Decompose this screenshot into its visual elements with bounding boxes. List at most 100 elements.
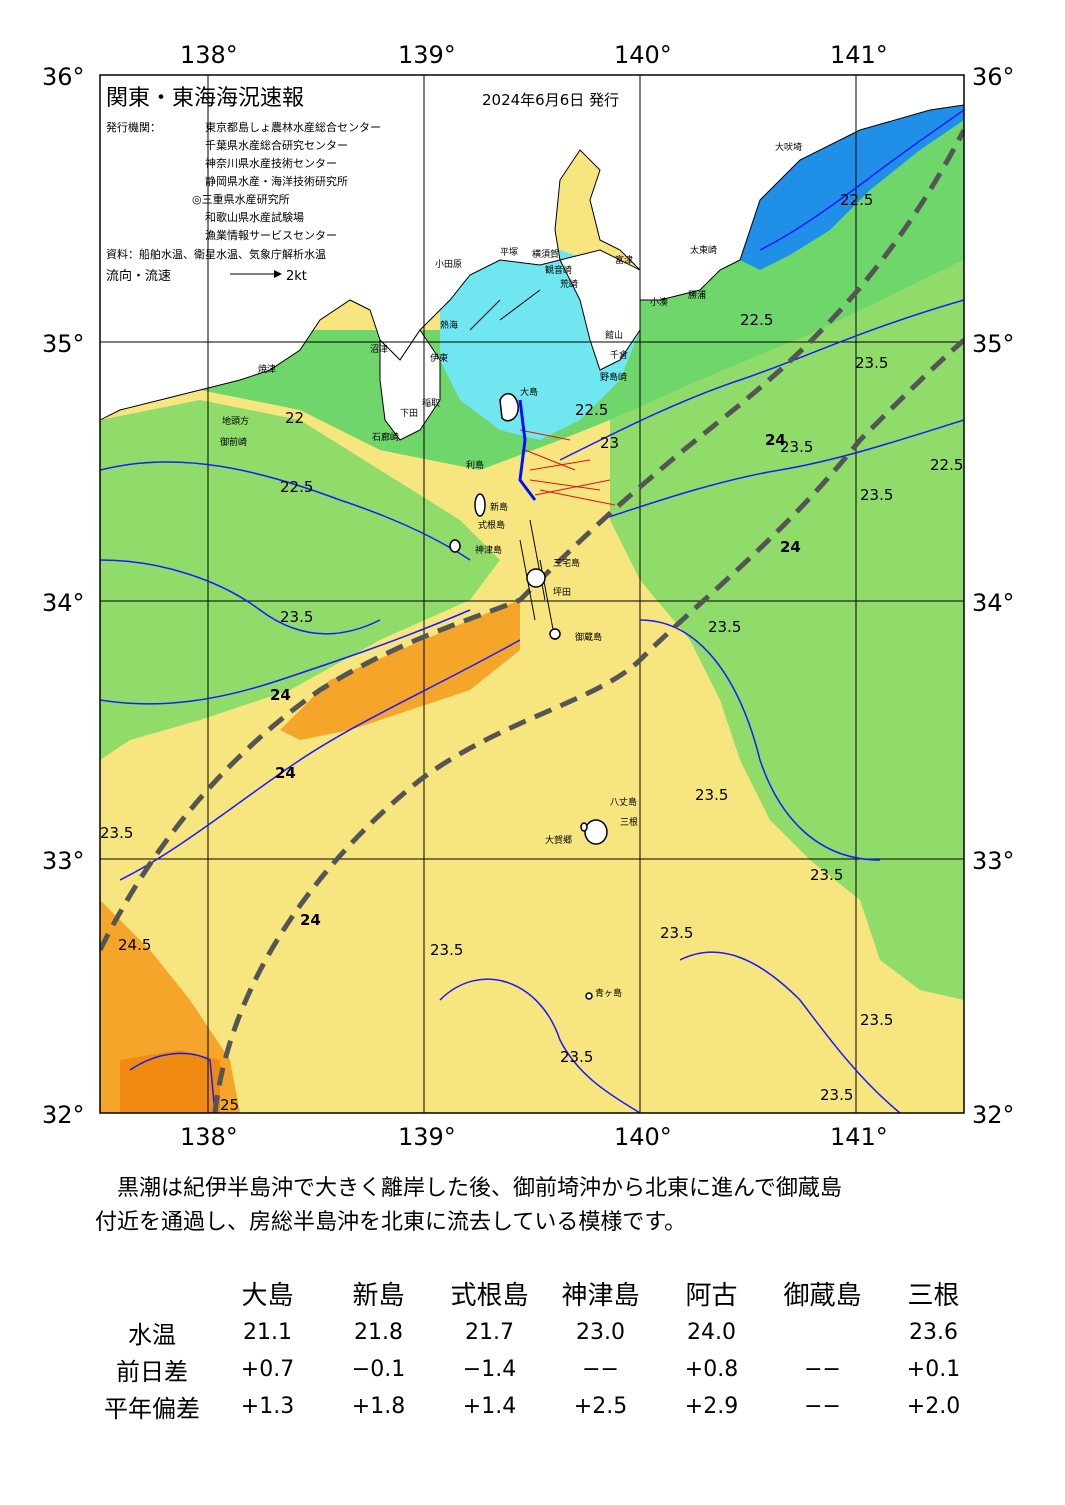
grid — [100, 75, 964, 1113]
svg-text:24: 24 — [275, 764, 296, 782]
table-row: 水温 21.1 21.8 21.7 23.0 24.0 23.6 — [92, 1314, 989, 1351]
svg-text:22.5: 22.5 — [740, 311, 773, 329]
svg-text:大吠埼: 大吠埼 — [775, 141, 802, 153]
lat-tick-left: 34° — [42, 589, 85, 617]
svg-text:千倉: 千倉 — [610, 349, 628, 361]
table-cell: +1.3 — [240, 1394, 295, 1419]
svg-text:23: 23 — [600, 434, 619, 452]
svg-text:25: 25 — [220, 1096, 239, 1114]
svg-text:23.5: 23.5 — [810, 866, 843, 884]
station-name: 阿古 — [685, 1280, 738, 1311]
ship-track — [518, 399, 537, 501]
summary-note: 黒潮は紀伊半島沖で大きく離岸した後、御前埼沖から北東に進んで御蔵島 付近を通過し… — [95, 1172, 995, 1240]
station-name: 大島 — [241, 1280, 294, 1311]
svg-text:熱海: 熱海 — [440, 319, 458, 331]
table-cell: +1.8 — [351, 1394, 406, 1419]
land-area — [100, 75, 964, 421]
svg-text:石廊崎: 石廊崎 — [372, 431, 399, 443]
svg-text:新島: 新島 — [490, 501, 508, 513]
svg-text:23.5: 23.5 — [430, 941, 463, 959]
lat-tick-left: 36° — [42, 63, 85, 91]
table-cell: 24.0 — [687, 1320, 736, 1345]
svg-text:23.5: 23.5 — [820, 1086, 853, 1104]
svg-text:小湊: 小湊 — [650, 296, 668, 308]
svg-text:24.5: 24.5 — [118, 936, 151, 954]
svg-text:地頭方: 地頭方 — [222, 415, 249, 427]
sea-area-green — [610, 260, 964, 1000]
table-cell: +1.4 — [462, 1394, 517, 1419]
hachijojima-island — [584, 819, 608, 845]
sea-area-green — [100, 400, 500, 760]
sea-area-green — [100, 120, 964, 470]
lat-tick-left: 33° — [42, 847, 85, 875]
table-cell: +0.8 — [684, 1357, 739, 1382]
izu-peninsula — [379, 329, 441, 441]
svg-text:観音崎: 観音崎 — [545, 264, 572, 276]
table-cell: +0.1 — [906, 1357, 961, 1382]
table-cell: −− — [582, 1357, 619, 1382]
lat-tick-right: 35° — [972, 330, 1015, 358]
table-row: 平年偏差 +1.3 +1.8 +1.4 +2.5 +2.9 −− +2.0 — [92, 1388, 989, 1425]
svg-text:焼津: 焼津 — [258, 364, 276, 375]
data-source: 資料：船舶水温、衛星水温、気象庁解析水温 — [106, 247, 326, 261]
sea-area-warm — [280, 600, 520, 740]
svg-text:大賀郷: 大賀郷 — [545, 834, 572, 846]
issue-date: 2024年6月6日 発行 — [482, 91, 619, 109]
svg-text:22.5: 22.5 — [930, 456, 963, 474]
lat-tick-right: 36° — [972, 63, 1015, 91]
lon-tick-top: 138° — [180, 41, 238, 69]
table-cell: −− — [804, 1357, 841, 1382]
sea-area-warm — [120, 1050, 220, 1113]
svg-text:館山: 館山 — [605, 329, 623, 341]
svg-text:八丈島: 八丈島 — [610, 796, 637, 808]
boso-peninsula — [559, 249, 641, 371]
axis-labels: 138° 139° 140° 141° 138° 139° 140° 141° … — [42, 41, 1015, 1151]
svg-text:坪田: 坪田 — [553, 587, 571, 598]
svg-text:◎三重県水産研究所: ◎三重県水産研究所 — [192, 192, 290, 206]
lon-tick-bottom: 138° — [180, 1123, 238, 1151]
summary-line: 黒潮は紀伊半島沖で大きく離岸した後、御前埼沖から北東に進んで御蔵島 — [117, 1176, 842, 1201]
svg-text:東京都島しょ農林水産総合センター: 東京都島しょ農林水産総合センター — [205, 120, 381, 134]
svg-text:太東崎: 太東崎 — [690, 244, 717, 256]
table-cell: −0.1 — [351, 1357, 406, 1382]
svg-text:三根: 三根 — [620, 816, 638, 828]
summary-line: 付近を通過し、房総半島沖を北東に流去している模様です。 — [95, 1210, 687, 1235]
svg-text:静岡県水産・海洋技術研究所: 静岡県水産・海洋技術研究所 — [205, 174, 348, 188]
station-name: 新島 — [352, 1280, 405, 1311]
table-cell: 23.6 — [909, 1320, 958, 1345]
islands — [449, 393, 608, 1000]
svg-text:神奈川県水産技術センター: 神奈川県水産技術センター — [205, 156, 337, 170]
place-names: 大吠埼 太東崎 勝浦 野島崎 千倉 館山 富津 観音崎 横須賀 平塚 小田原 熱… — [220, 141, 802, 999]
svg-text:22.5: 22.5 — [280, 478, 313, 496]
table-cell: +2.5 — [573, 1394, 628, 1419]
table-cell: +2.9 — [684, 1394, 739, 1419]
svg-text:富津: 富津 — [615, 254, 633, 266]
svg-text:青ヶ島: 青ヶ島 — [595, 987, 622, 999]
issuers-list: 発行機関： 東京都島しょ農林水産総合センター 千葉県水産総合研究センター 神奈川… — [106, 120, 381, 261]
svg-text:荒崎: 荒崎 — [560, 278, 578, 290]
svg-text:23.5: 23.5 — [695, 786, 728, 804]
svg-text:神津島: 神津島 — [475, 544, 502, 556]
table-cell: +2.0 — [906, 1394, 961, 1419]
lon-tick-bottom: 139° — [398, 1123, 456, 1151]
legend-scale: 2kt — [286, 269, 307, 284]
svg-text:式根島: 式根島 — [478, 519, 505, 531]
svg-text:御蔵島: 御蔵島 — [575, 631, 602, 643]
svg-text:平塚: 平塚 — [500, 247, 518, 258]
mikurajima-island — [549, 628, 561, 640]
map-frame — [99, 74, 965, 1114]
svg-text:小田原: 小田原 — [435, 259, 462, 270]
svg-text:御前崎: 御前崎 — [220, 436, 247, 448]
oshima-island — [499, 393, 519, 422]
niijima-island — [474, 493, 486, 517]
svg-text:24: 24 — [780, 538, 801, 556]
table-cell: 21.8 — [354, 1320, 403, 1345]
svg-text:漁業情報サービスセンター: 漁業情報サービスセンター — [205, 228, 337, 242]
svg-text:野島崎: 野島崎 — [600, 371, 627, 383]
svg-text:22: 22 — [285, 409, 304, 427]
station-name: 式根島 — [450, 1280, 529, 1311]
svg-text:発行機関：: 発行機関： — [106, 120, 161, 134]
lon-tick-bottom: 140° — [614, 1123, 672, 1151]
legend-label: 流向・流速 — [106, 268, 171, 284]
miyakejima-island — [526, 568, 546, 588]
